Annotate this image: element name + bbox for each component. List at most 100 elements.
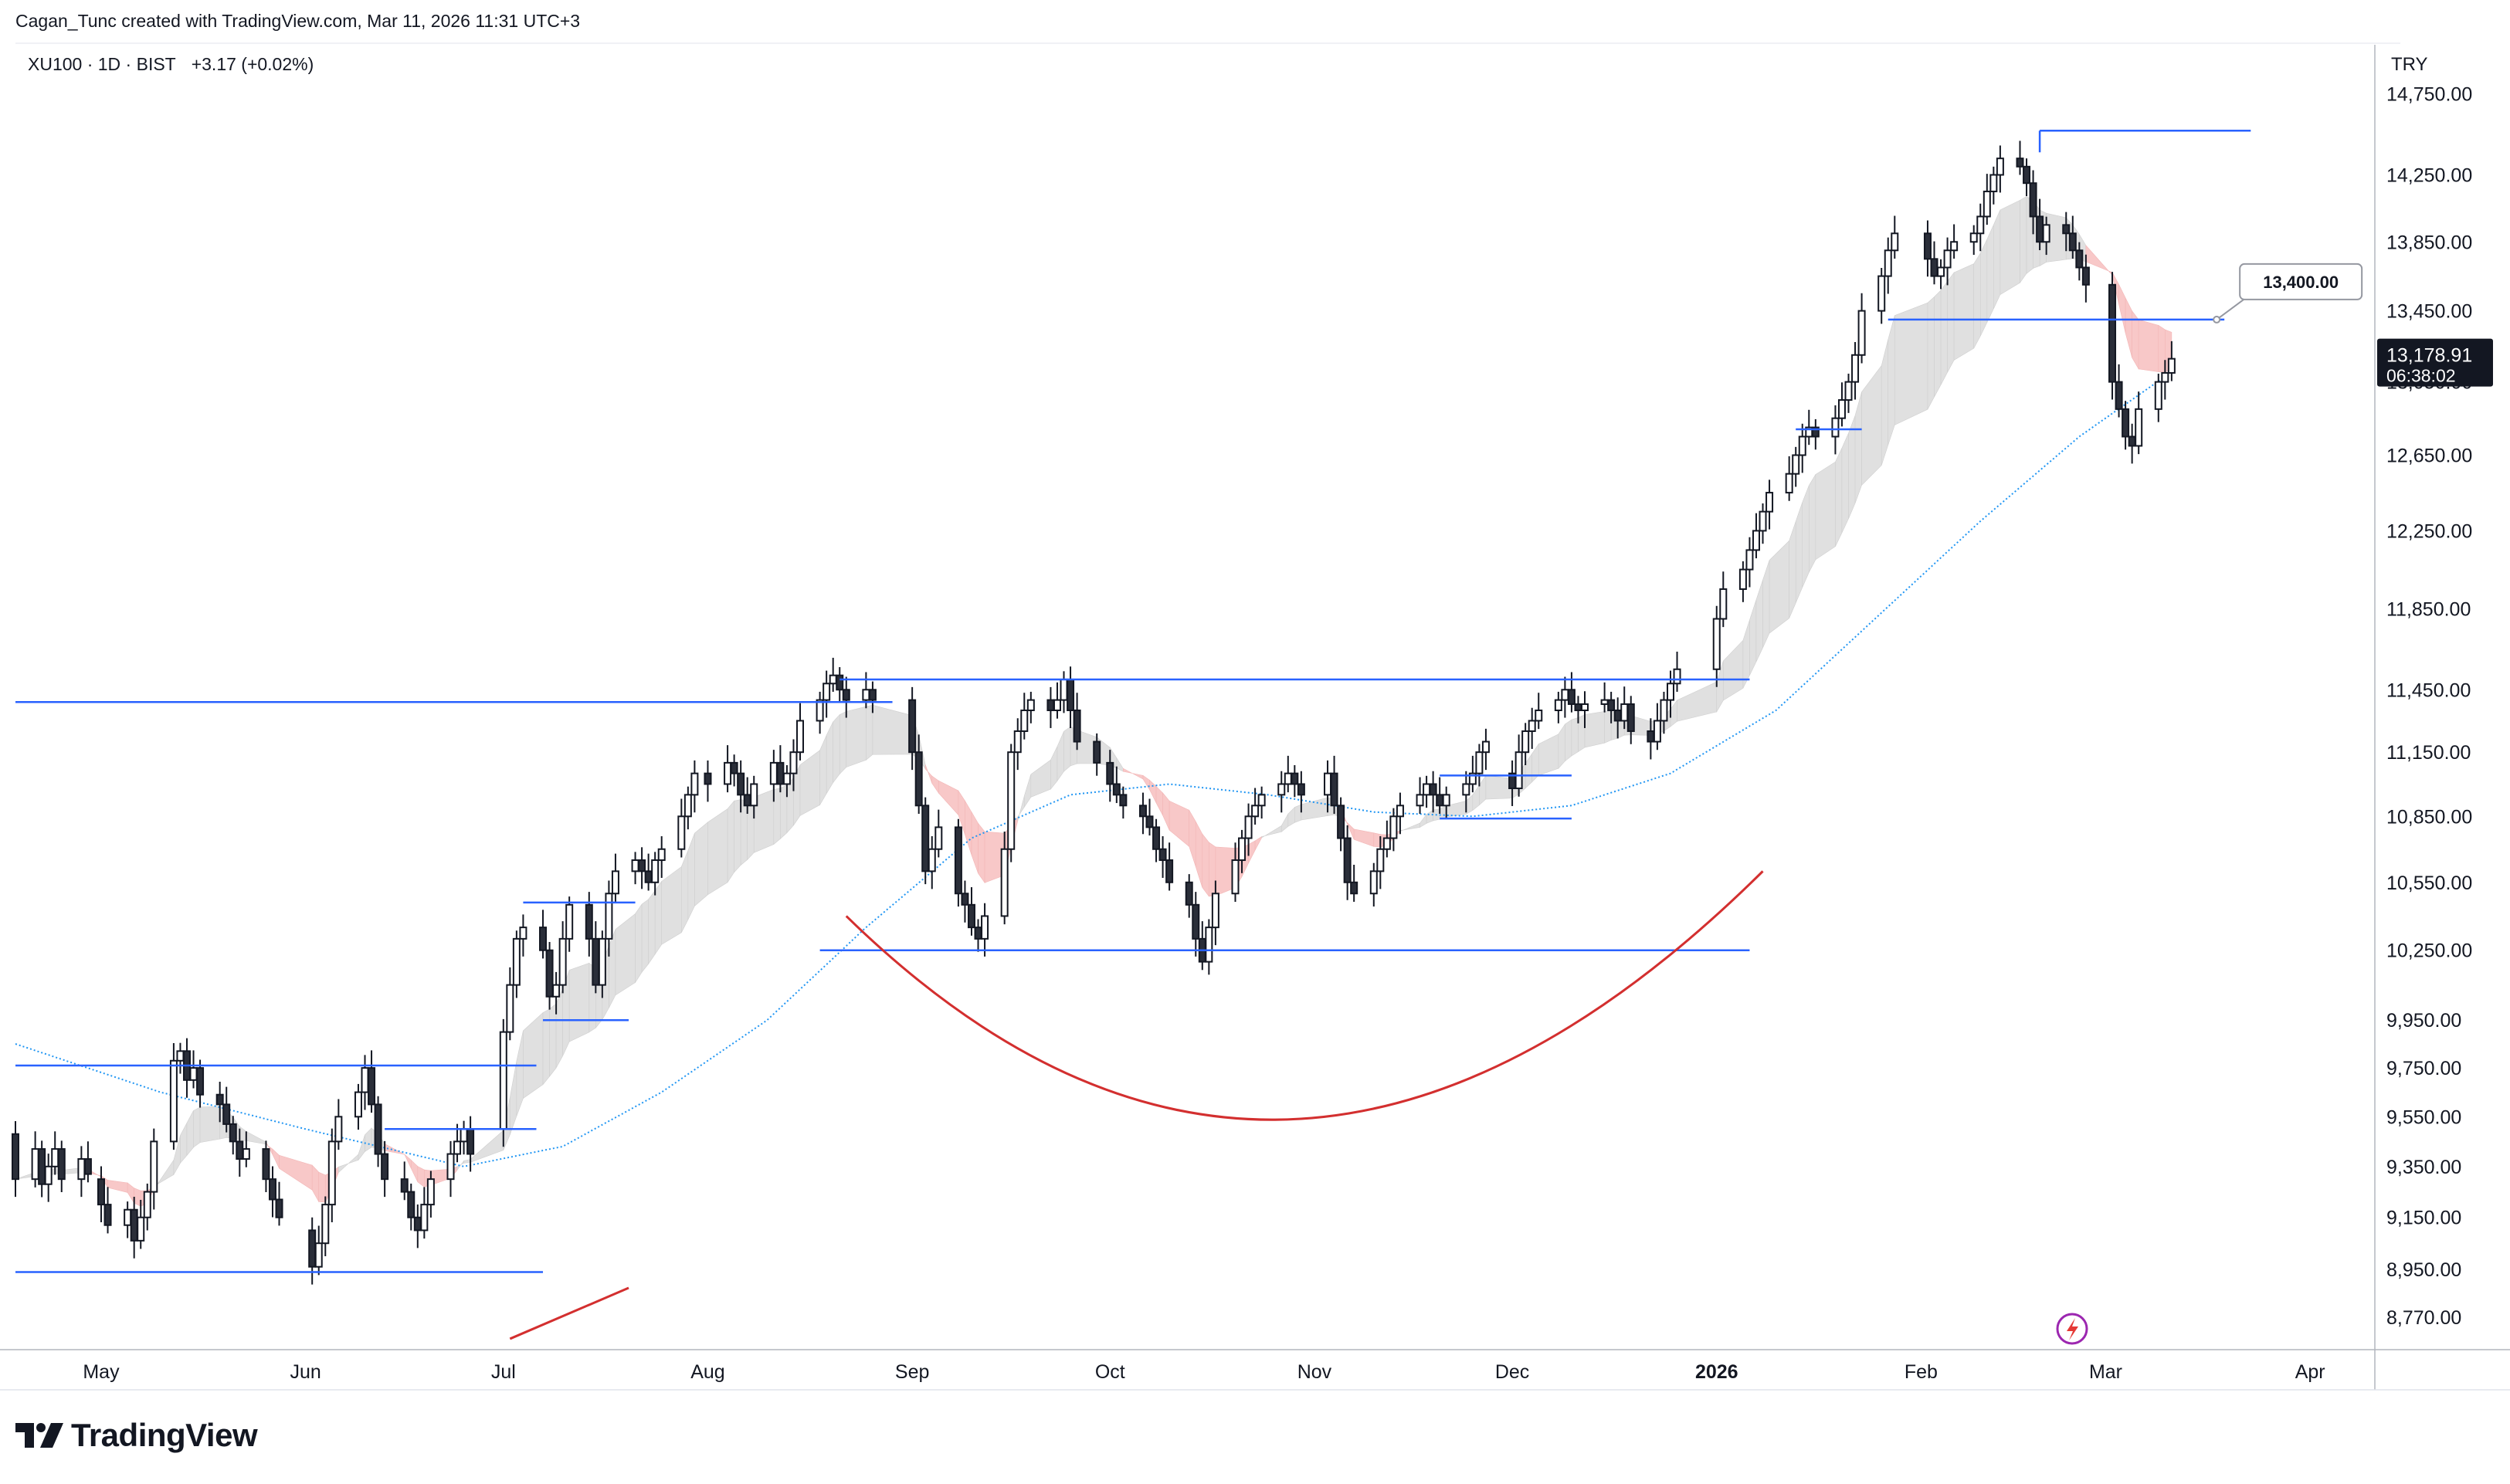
candle-body[interactable] <box>921 805 930 872</box>
candle-body[interactable] <box>130 1208 138 1242</box>
candle-body[interactable] <box>816 699 824 722</box>
candle-body[interactable] <box>1983 190 1991 218</box>
candle-body[interactable] <box>1930 258 1938 277</box>
candle-body[interactable] <box>1600 699 1609 705</box>
candle-body[interactable] <box>1857 310 1866 356</box>
candle-body[interactable] <box>1106 761 1114 785</box>
candle-body[interactable] <box>677 815 686 850</box>
candle-body[interactable] <box>954 826 962 895</box>
candle-body[interactable] <box>381 1153 389 1181</box>
candle-body[interactable] <box>321 1204 330 1245</box>
candle-body[interactable] <box>150 1140 158 1193</box>
candle-body[interactable] <box>1943 249 1952 269</box>
candle-body[interactable] <box>1567 689 1576 705</box>
candle-body[interactable] <box>196 1067 205 1096</box>
candle-body[interactable] <box>2023 165 2031 185</box>
candle-body[interactable] <box>1231 859 1240 895</box>
candle-body[interactable] <box>2154 381 2162 410</box>
candle-body[interactable] <box>1382 837 1391 850</box>
candle-body[interactable] <box>2108 283 2117 383</box>
candle-body[interactable] <box>1013 730 1022 754</box>
candle-body[interactable] <box>2042 224 2050 243</box>
candle-body[interactable] <box>730 761 738 774</box>
candle-body[interactable] <box>598 937 606 986</box>
candle-body[interactable] <box>1811 426 1820 438</box>
candle-body[interactable] <box>2081 266 2090 286</box>
candle-body[interactable] <box>1337 805 1345 839</box>
candle-body[interactable] <box>215 1093 224 1106</box>
candle-body[interactable] <box>796 720 804 754</box>
candle-body[interactable] <box>769 761 778 785</box>
trend-line[interactable] <box>509 1286 629 1340</box>
candle-body[interactable] <box>836 674 844 691</box>
candle-body[interactable] <box>1244 815 1253 839</box>
candle-body[interactable] <box>38 1148 46 1185</box>
candle-body[interactable] <box>460 1128 468 1143</box>
candle-body[interactable] <box>1765 492 1774 513</box>
candle-body[interactable] <box>2036 215 2044 243</box>
candle-body[interactable] <box>1291 772 1299 785</box>
candle-body[interactable] <box>268 1178 276 1201</box>
candle-body[interactable] <box>1369 870 1378 895</box>
candle-body[interactable] <box>1297 783 1305 796</box>
candle-body[interactable] <box>914 751 923 807</box>
candle-body[interactable] <box>789 751 798 774</box>
candle-body[interactable] <box>552 984 561 998</box>
candle-body[interactable] <box>1719 588 1728 620</box>
time-axis[interactable]: May Jun Jul Aug Sep Oct Nov Dec 2026 Feb Mar Apr <box>83 1361 2325 1383</box>
candle-body[interactable] <box>137 1216 145 1242</box>
candle-body[interactable] <box>1581 703 1589 712</box>
candle-body[interactable] <box>1738 568 1747 590</box>
candle-body[interactable] <box>1119 794 1128 807</box>
candle-body[interactable] <box>1350 881 1358 895</box>
candle-body[interactable] <box>743 794 751 807</box>
candle-body[interactable] <box>1607 699 1616 712</box>
candle-body[interactable] <box>683 794 692 818</box>
candle-body[interactable] <box>724 761 732 785</box>
candle-body[interactable] <box>1145 815 1154 828</box>
candle-body[interactable] <box>1277 783 1286 796</box>
price-axis[interactable]: 14,750.0014,250.0013,850.0013,450.0013,0… <box>2386 83 2472 1329</box>
candle-body[interactable] <box>275 1198 283 1218</box>
candle-body[interactable] <box>1521 730 1530 754</box>
candle-body[interactable] <box>1535 710 1543 722</box>
candle-body[interactable] <box>1752 530 1760 551</box>
candle-body[interactable] <box>934 826 943 850</box>
candle-body[interactable] <box>1060 678 1068 701</box>
candle-body[interactable] <box>1442 794 1450 807</box>
candle-body[interactable] <box>1389 815 1398 839</box>
candle-body[interactable] <box>2115 381 2123 410</box>
candle-body[interactable] <box>1026 699 1035 712</box>
candle-body[interactable] <box>103 1204 112 1226</box>
candle-body[interactable] <box>407 1191 416 1218</box>
candle-body[interactable] <box>1574 703 1582 712</box>
price-callout[interactable]: 13,400.00 <box>2213 263 2363 324</box>
candle-body[interactable] <box>97 1178 105 1206</box>
candle-body[interactable] <box>1481 740 1490 754</box>
candle-body[interactable] <box>631 859 639 872</box>
candle-body[interactable] <box>823 683 831 701</box>
candle-body[interactable] <box>334 1116 343 1143</box>
candle-body[interactable] <box>1185 881 1193 906</box>
candle-body[interactable] <box>1251 805 1260 818</box>
candle-body[interactable] <box>1626 703 1635 732</box>
candle-body[interactable] <box>1877 275 1886 312</box>
candle-body[interactable] <box>1416 794 1424 807</box>
candle-body[interactable] <box>314 1242 323 1268</box>
candle-body[interactable] <box>782 772 791 785</box>
candle-body[interactable] <box>1923 232 1932 260</box>
candle-body[interactable] <box>512 937 521 986</box>
candle-body[interactable] <box>31 1148 39 1181</box>
candle-body[interactable] <box>638 859 646 872</box>
candle-body[interactable] <box>308 1229 317 1268</box>
candle-body[interactable] <box>1673 668 1681 685</box>
candle-body[interactable] <box>1647 730 1655 743</box>
candle-body[interactable] <box>1759 510 1767 532</box>
candle-body[interactable] <box>242 1148 250 1160</box>
candle-body[interactable] <box>2135 408 2143 447</box>
candle-body[interactable] <box>519 927 527 940</box>
candle-body[interactable] <box>961 893 969 906</box>
candle-body[interactable] <box>368 1067 376 1106</box>
candle-body[interactable] <box>644 870 653 883</box>
